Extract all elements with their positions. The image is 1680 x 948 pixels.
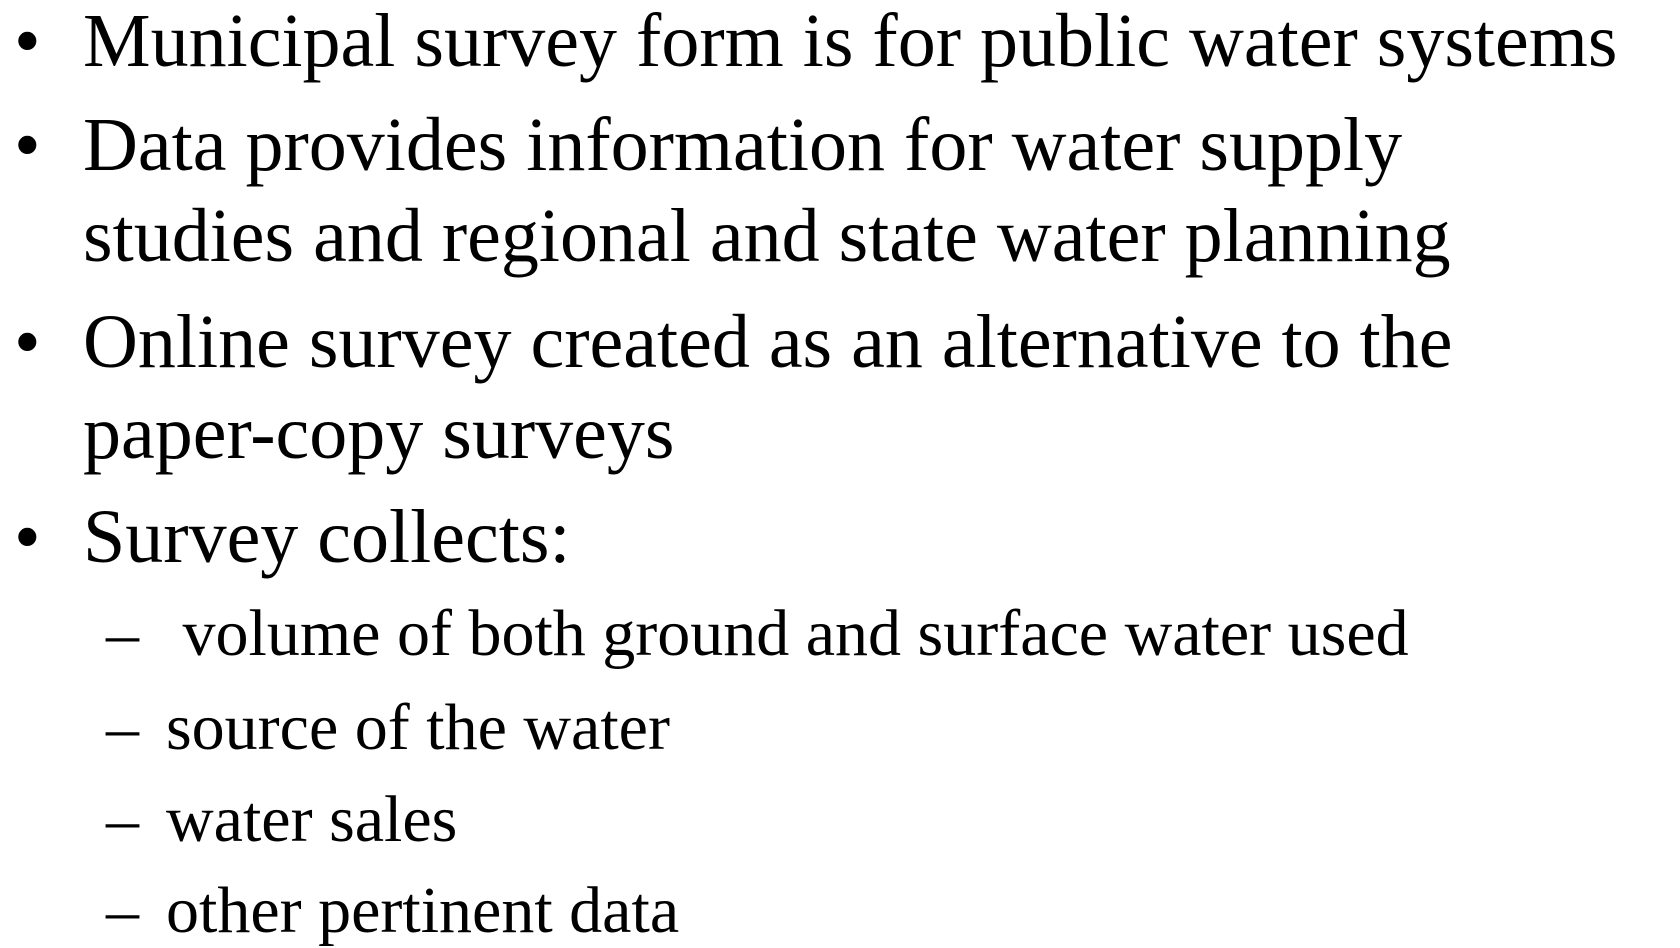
bullet-marker: • xyxy=(14,0,41,83)
bullet-text: studies and regional and state water pla… xyxy=(83,194,1451,278)
bullet-marker: • xyxy=(14,300,41,384)
bullet-text: Survey collects: xyxy=(83,495,571,579)
dash-marker: – xyxy=(105,783,140,856)
dash-marker: – xyxy=(105,874,140,947)
bullet-marker: • xyxy=(14,495,41,579)
bullet-marker: • xyxy=(14,103,41,187)
dash-marker: – xyxy=(105,691,140,764)
dash-marker: – xyxy=(105,597,140,670)
subitem-text: water sales xyxy=(166,783,457,856)
subitem-text: source of the water xyxy=(166,691,670,764)
subitem-text: volume of both ground and surface water … xyxy=(166,597,1409,670)
bullet-text: Data provides information for water supp… xyxy=(83,103,1402,187)
bullet-text: Municipal survey form is for public wate… xyxy=(83,0,1617,83)
bullet-text: Online survey created as an alternative … xyxy=(83,300,1453,384)
bullet-text: paper-copy surveys xyxy=(83,391,675,475)
subitem-text: other pertinent data xyxy=(166,874,679,947)
